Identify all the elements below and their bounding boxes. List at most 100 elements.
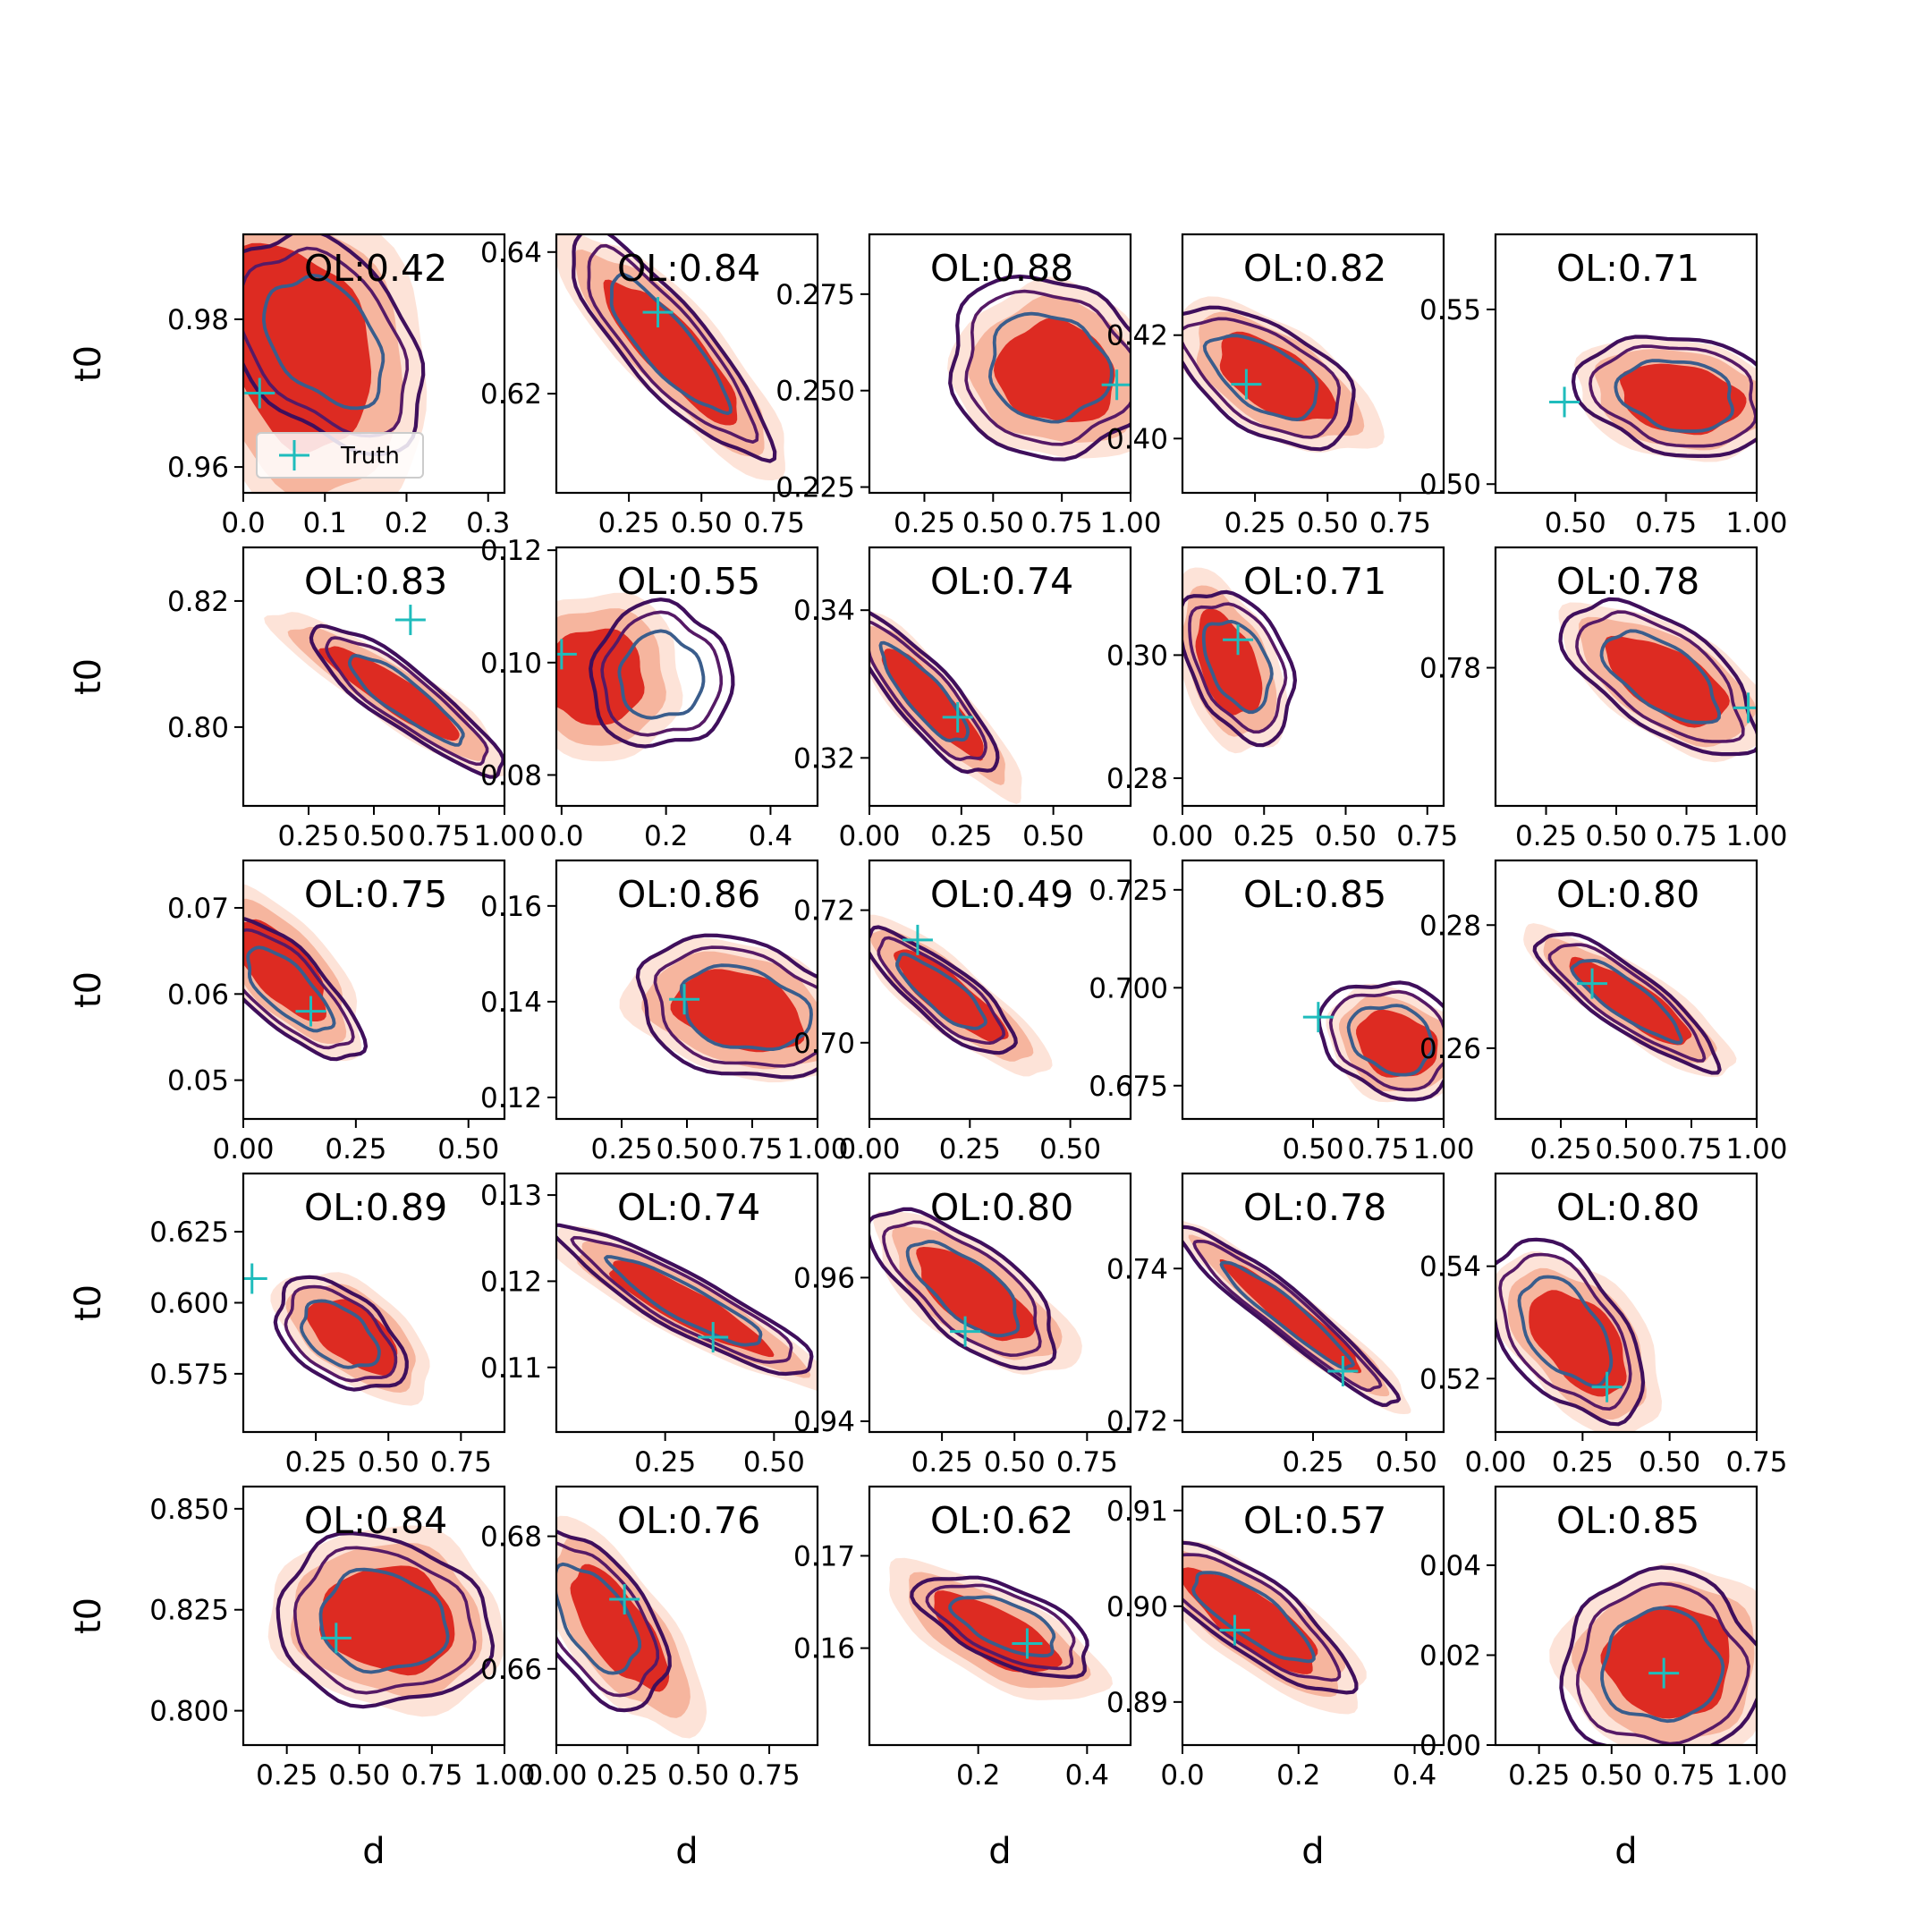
x-tick-label: 1.00 bbox=[473, 820, 535, 852]
y-tick-label: 0.02 bbox=[1419, 1640, 1481, 1672]
overlap-label: OL:0.71 bbox=[1243, 560, 1386, 603]
line-contour-inner bbox=[1570, 959, 1683, 1045]
y-tick-label: 0.50 bbox=[1419, 469, 1481, 501]
plot-area bbox=[243, 884, 369, 1062]
x-tick-label: 0.50 bbox=[1297, 507, 1359, 539]
y-tick-label: 0.16 bbox=[480, 891, 542, 923]
x-tick-label: 0.50 bbox=[1639, 1446, 1700, 1479]
truth-marker bbox=[243, 1263, 267, 1294]
overlap-label: OL:0.85 bbox=[1243, 873, 1386, 916]
subplot-16: 0.25 0.50 0.75 0.575 0.600 0.625 OL:0.89 t0 bbox=[68, 1172, 506, 1479]
subplot-14: 0.50 0.75 1.00 0.675 0.700 0.725 OL:0.85 bbox=[1089, 859, 1475, 1165]
subplot-11: 0.00 0.25 0.50 0.05 0.06 0.07 OL:0.75 t0 bbox=[68, 859, 506, 1165]
line-contour-outer bbox=[273, 1275, 409, 1392]
truth-marker bbox=[1302, 1002, 1334, 1033]
subplot-6: 0.25 0.50 0.75 1.00 0.80 0.82 OL:0.83 t0 bbox=[68, 546, 536, 852]
plot-area bbox=[947, 274, 1131, 462]
x-tick-label: 0.50 bbox=[358, 1446, 419, 1479]
y-tick-label: 0.05 bbox=[167, 1065, 229, 1097]
line-contour-mid bbox=[556, 1541, 660, 1698]
filled-contour-inner bbox=[1605, 636, 1730, 728]
filled-contour-inner bbox=[670, 969, 805, 1053]
line-contour-outer bbox=[1182, 305, 1356, 452]
y-tick-label: 0.82 bbox=[167, 586, 229, 618]
legend: Truth bbox=[256, 432, 424, 479]
overlap-label: OL:0.82 bbox=[1243, 247, 1386, 290]
x-axis-label: d bbox=[675, 1831, 698, 1872]
plot-area bbox=[869, 610, 1022, 804]
plot-area bbox=[1182, 1539, 1367, 1715]
subplot-19: 0.25 0.50 0.72 0.74 OL:0.78 bbox=[1106, 1172, 1445, 1479]
plot-area bbox=[1523, 923, 1737, 1078]
line-contour-mid bbox=[1589, 344, 1757, 448]
y-tick-label: 0.700 bbox=[1089, 972, 1168, 1004]
y-tick-label: 0.12 bbox=[480, 1266, 542, 1298]
x-tick-label: 1.00 bbox=[1725, 1759, 1787, 1792]
line-contour-mid bbox=[284, 1284, 398, 1383]
subplot-25: 0.25 0.50 0.75 1.00 0.00 0.02 0.04 OL:0.85 d bbox=[1419, 1485, 1788, 1872]
subplot-3: 0.25 0.50 0.75 1.00 0.225 0.250 0.275 OL:0.88 bbox=[775, 233, 1162, 539]
line-contour-mid bbox=[882, 1220, 1042, 1357]
overlap-label: OL:0.80 bbox=[1556, 873, 1699, 916]
filled-contour-inner bbox=[1569, 956, 1692, 1046]
overlap-label: OL:0.76 bbox=[617, 1499, 760, 1542]
overlap-label: OL:0.42 bbox=[304, 247, 447, 290]
line-contour-inner bbox=[1201, 620, 1274, 715]
line-contour-outer bbox=[635, 933, 818, 1080]
line-contour-inner bbox=[262, 274, 386, 411]
truth-marker bbox=[950, 1316, 981, 1347]
y-tick-label: 0.40 bbox=[1106, 423, 1168, 455]
y-tick-label: 0.14 bbox=[480, 987, 542, 1019]
line-contour-outer bbox=[1182, 1224, 1402, 1407]
x-tick-label: 0.4 bbox=[749, 820, 792, 852]
subplot-1: 0.0 0.1 0.2 0.3 0.96 0.98 OL:0.42 t0 Truth bbox=[68, 233, 510, 539]
truth-marker bbox=[1549, 386, 1580, 418]
y-tick-label: 0.28 bbox=[1106, 763, 1168, 795]
line-contour-mid bbox=[1547, 943, 1707, 1063]
axes-frame bbox=[1494, 1172, 1758, 1434]
x-tick-label: 0.25 bbox=[911, 1446, 973, 1479]
axes-frame bbox=[555, 233, 819, 495]
line-contour-outer bbox=[869, 925, 1018, 1055]
overlap-label: OL:0.57 bbox=[1243, 1499, 1386, 1542]
overlap-label: OL:0.78 bbox=[1556, 560, 1699, 603]
x-tick-label: 0.50 bbox=[1585, 820, 1647, 852]
x-tick-label: 0.75 bbox=[1369, 507, 1431, 539]
subplot-10: 0.25 0.50 0.75 1.00 0.78 OL:0.78 bbox=[1419, 546, 1788, 852]
x-tick-label: 0.25 bbox=[285, 1446, 347, 1479]
x-axis-label: d bbox=[1614, 1831, 1637, 1872]
x-tick-label: 1.00 bbox=[1099, 507, 1161, 539]
x-tick-label: 0.25 bbox=[1282, 1446, 1343, 1479]
line-contour-inner bbox=[1219, 1260, 1355, 1370]
y-tick-label: 0.52 bbox=[1419, 1363, 1481, 1395]
x-tick-label: 0.00 bbox=[838, 820, 900, 852]
plot-area bbox=[556, 592, 735, 762]
subplot-22: 0.00 0.25 0.50 0.75 0.66 0.68 OL:0.76 d bbox=[480, 1485, 819, 1872]
line-contour-mid bbox=[1575, 610, 1745, 743]
line-contour-inner bbox=[318, 1567, 450, 1674]
line-contour-inner bbox=[878, 640, 970, 742]
line-contour-mid bbox=[877, 936, 1005, 1045]
line-contour-inner bbox=[347, 654, 465, 747]
x-tick-label: 0.75 bbox=[1656, 820, 1717, 852]
y-axis-label: t0 bbox=[68, 345, 109, 382]
line-contour-mid bbox=[293, 1546, 477, 1695]
truth-marker bbox=[1231, 369, 1262, 400]
axes-frame bbox=[1494, 546, 1758, 808]
truth-marker bbox=[244, 377, 275, 409]
x-tick-label: 0.50 bbox=[1595, 1133, 1657, 1165]
y-tick-label: 0.225 bbox=[775, 472, 855, 504]
line-contour-mid bbox=[1188, 602, 1288, 734]
x-tick-label: 0.50 bbox=[1022, 820, 1084, 852]
x-tick-label: 0.25 bbox=[894, 507, 955, 539]
line-contour-outer bbox=[556, 1529, 672, 1713]
subplot-2: 0.25 0.50 0.75 0.62 0.64 OL:0.84 bbox=[480, 233, 819, 539]
x-tick-label: 0.0 bbox=[221, 507, 265, 539]
y-axis-label: t0 bbox=[68, 1597, 109, 1634]
axes-frame bbox=[1181, 233, 1445, 495]
filled-contour-inner bbox=[243, 242, 372, 453]
x-tick-label: 0.25 bbox=[598, 507, 660, 539]
x-tick-label: 0.50 bbox=[1545, 507, 1606, 539]
x-tick-label: 0.0 bbox=[539, 820, 583, 852]
